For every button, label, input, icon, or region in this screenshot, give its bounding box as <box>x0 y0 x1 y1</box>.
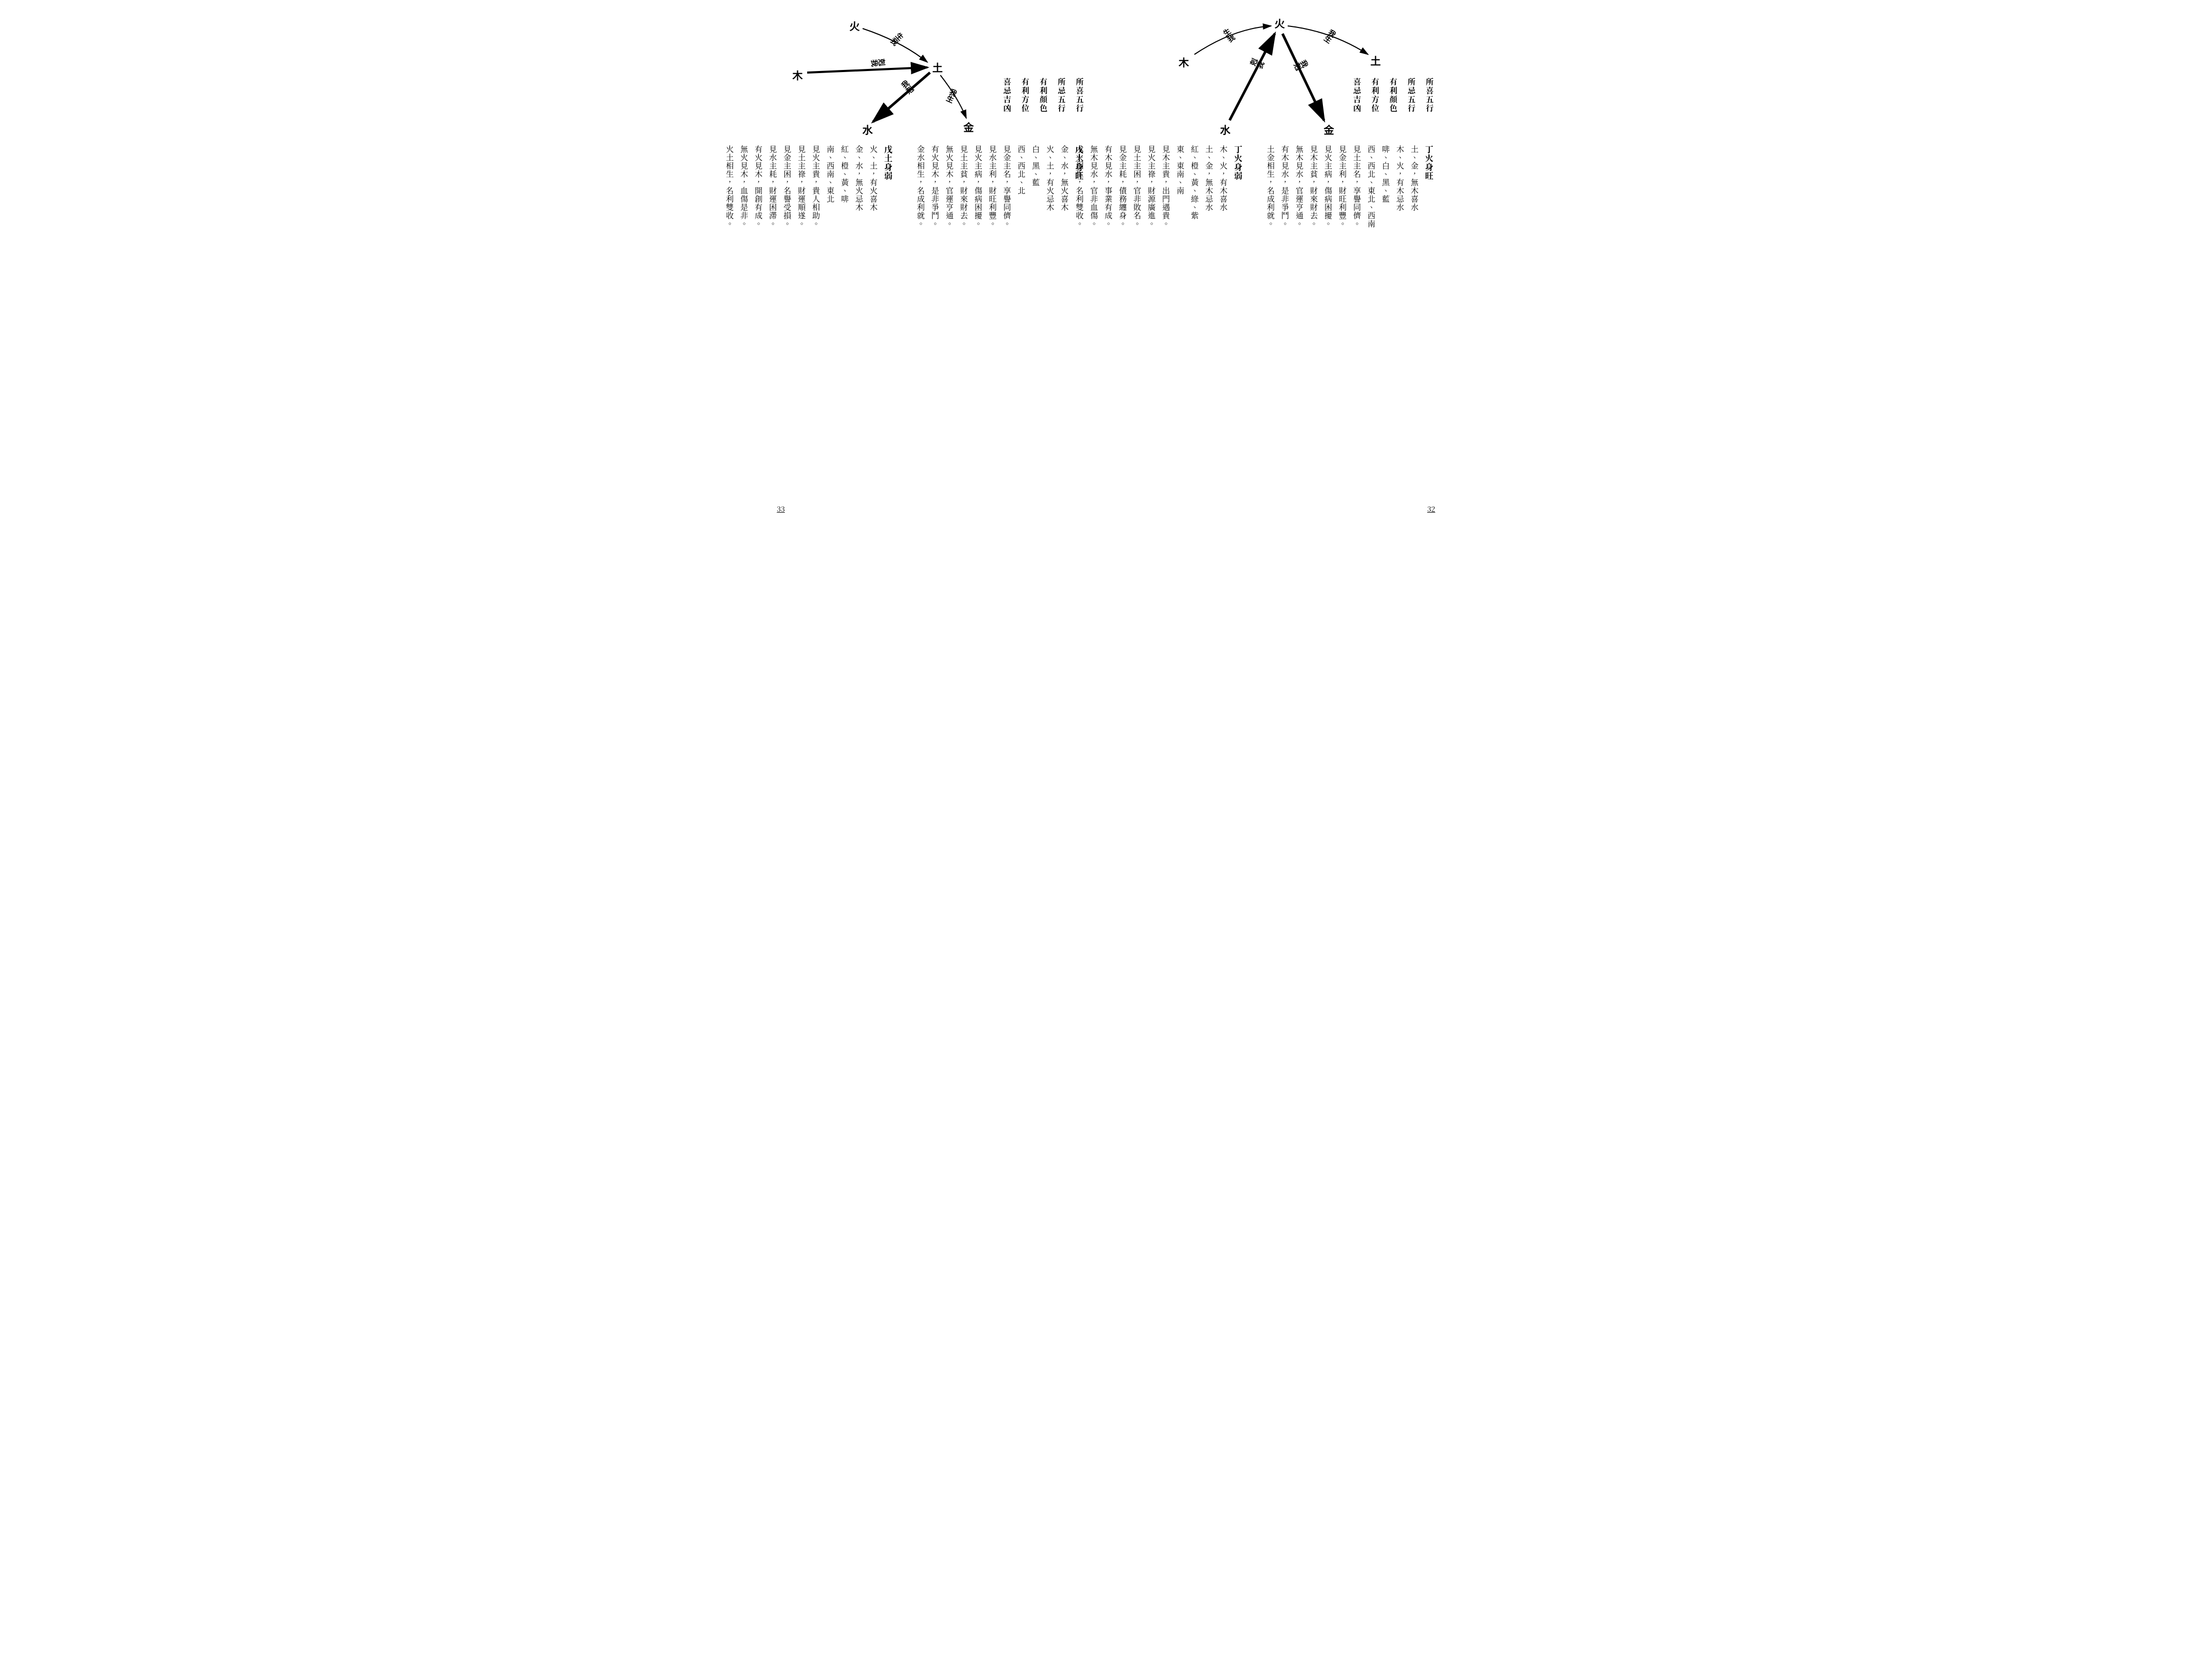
block-ding-fire-strong: 丁火身旺 土、金，無木喜水 木、火，有木忌水 啡、白、黑、藍 西、西北、東北、西… <box>1265 145 1435 363</box>
line: 見金主名，享譽同儕。 <box>1002 145 1013 363</box>
line: 見土主祿，財運順遂。 <box>796 145 807 363</box>
block-title: 丁火身旺 <box>1423 145 1435 363</box>
node-fire: 火 <box>850 18 860 33</box>
line: 見木主貴，出門遇貴。 <box>1160 145 1172 363</box>
wuxing-diagram-fire: 火 木 土 水 金 生我 我生 剋我 我剋 所喜五行 所忌五行 有利顏色 有利方… <box>1117 5 1446 135</box>
line: 火土相生，名利雙收。 <box>724 145 736 363</box>
line: 見木主貧，財來財去。 <box>1308 145 1319 363</box>
line: 西、西北、北 <box>1016 145 1027 363</box>
text-columns-left: 戊土身旺 金、水，無火喜木 火、土，有火忌木 白、黑、藍 西、西北、北 見金主名… <box>767 145 1096 363</box>
row-headers-left: 所喜五行 所忌五行 有利顏色 有利方位 喜忌吉凶 <box>1002 78 1096 130</box>
page-33: 火 木 土 水 金 生我 剋我 我剋 我生 所喜五行 所忌五行 有利顏色 有利方… <box>756 0 1106 524</box>
line: 金、水，無火喜木 <box>1059 145 1070 363</box>
line: 見火主病，傷病困擾。 <box>1322 145 1334 363</box>
wuxing-diagram-earth: 火 木 土 水 金 生我 剋我 我剋 我生 所喜五行 所忌五行 有利顏色 有利方… <box>767 5 1096 135</box>
line: 火、土，有火忌木 <box>1045 145 1056 363</box>
line: 無火見木，官運亨通。 <box>944 145 955 363</box>
node-wood: 木 <box>793 67 803 82</box>
hdr: 所忌五行 <box>1056 78 1067 130</box>
block-wu-earth-weak: 戊土身弱 火、土，有火喜木 金、水，無火忌木 紅、橙、黃、啡 南、西南、東北 見… <box>724 145 894 363</box>
node-earth: 土 <box>933 60 943 75</box>
page-number: 33 <box>777 504 785 514</box>
line: 木火相生，名利雙收。 <box>1074 145 1086 363</box>
line: 金、水，無火忌木 <box>853 145 865 363</box>
line: 土、金，無木忌水 <box>1203 145 1215 363</box>
hdr: 喜忌吉凶 <box>1352 78 1363 130</box>
line: 無木見水，官非血傷。 <box>1088 145 1100 363</box>
line: 西、西北、東北、西南 <box>1365 145 1377 363</box>
hdr: 有利方位 <box>1370 78 1381 130</box>
line: 土金相生，名成利就。 <box>1265 145 1276 363</box>
node-fire: 火 <box>1275 16 1285 31</box>
node-water: 水 <box>863 122 873 137</box>
line: 有木見水，事業有成。 <box>1103 145 1114 363</box>
text-columns-right: 丁火身旺 土、金，無木喜水 木、火，有木忌水 啡、白、黑、藍 西、西北、東北、西… <box>1117 145 1446 363</box>
line: 見水主利，財旺利豐。 <box>987 145 998 363</box>
hdr: 有利顏色 <box>1038 78 1049 130</box>
line: 有火見木，是非爭鬥。 <box>929 145 941 363</box>
line: 見金主利，財旺利豐。 <box>1337 145 1348 363</box>
block-title: 丁火身弱 <box>1232 145 1244 363</box>
line: 無木見水，官運亨通。 <box>1294 145 1305 363</box>
node-wood: 木 <box>1179 54 1189 69</box>
hdr: 所忌五行 <box>1406 78 1417 130</box>
node-metal: 金 <box>1324 122 1334 137</box>
line: 見金主耗，債務纏身。 <box>1117 145 1129 363</box>
line: 土、金，無木喜水 <box>1409 145 1420 363</box>
line: 火、土，有火喜木 <box>868 145 879 363</box>
line: 有木見水，是非爭鬥。 <box>1279 145 1291 363</box>
block-ding-fire-weak: 丁火身弱 木、火，有木喜水 土、金，無木忌水 紅、橙、黃、綠、紫 東、東南、南 … <box>1074 145 1244 363</box>
edge-label: 剋我 <box>870 56 886 67</box>
hdr: 有利方位 <box>1020 78 1031 130</box>
line: 啡、白、黑、藍 <box>1380 145 1391 363</box>
hdr: 有利顏色 <box>1388 78 1399 130</box>
line: 木、火，有木喜水 <box>1218 145 1229 363</box>
page-number: 32 <box>1427 504 1435 514</box>
line: 見金主困，名譽受損。 <box>782 145 793 363</box>
page-32: 火 木 土 水 金 生我 我生 剋我 我剋 所喜五行 所忌五行 有利顏色 有利方… <box>1106 0 1456 524</box>
line: 見土主貧，財來財去。 <box>958 145 969 363</box>
node-water: 水 <box>1220 122 1231 137</box>
line: 白、黑、藍 <box>1030 145 1041 363</box>
line: 無火見木，血傷是非。 <box>738 145 750 363</box>
line: 紅、橙、黃、啡 <box>839 145 851 363</box>
block-wu-earth-strong: 戊土身旺 金、水，無火喜木 火、土，有火忌木 白、黑、藍 西、西北、北 見金主名… <box>915 145 1085 363</box>
line: 金水相生，名成利就。 <box>915 145 926 363</box>
hdr: 所喜五行 <box>1425 78 1435 130</box>
line: 木、火，有木忌水 <box>1394 145 1406 363</box>
line: 見水主耗，財運困滯。 <box>767 145 779 363</box>
line: 南、西南、東北 <box>825 145 836 363</box>
line: 見土主困，官非敗名。 <box>1132 145 1143 363</box>
hdr: 所喜五行 <box>1075 78 1086 130</box>
line: 有火見木，開創有成。 <box>753 145 764 363</box>
hdr: 喜忌吉凶 <box>1002 78 1013 130</box>
line: 紅、橙、黃、綠、紫 <box>1189 145 1201 363</box>
row-headers-right: 所喜五行 所忌五行 有利顏色 有利方位 喜忌吉凶 <box>1352 78 1446 130</box>
node-earth: 土 <box>1371 53 1381 68</box>
line: 見火主祿，財源廣進。 <box>1146 145 1157 363</box>
line: 見火主病，傷病困擾。 <box>973 145 984 363</box>
node-metal: 金 <box>964 119 974 134</box>
line: 東、東南、南 <box>1175 145 1186 363</box>
book-spread: 火 木 土 水 金 生我 剋我 我剋 我生 所喜五行 所忌五行 有利顏色 有利方… <box>756 0 1456 524</box>
line: 見火主貴，貴人相助。 <box>810 145 822 363</box>
line: 見土主名，享譽同儕。 <box>1351 145 1363 363</box>
block-title: 戊土身弱 <box>882 145 894 363</box>
